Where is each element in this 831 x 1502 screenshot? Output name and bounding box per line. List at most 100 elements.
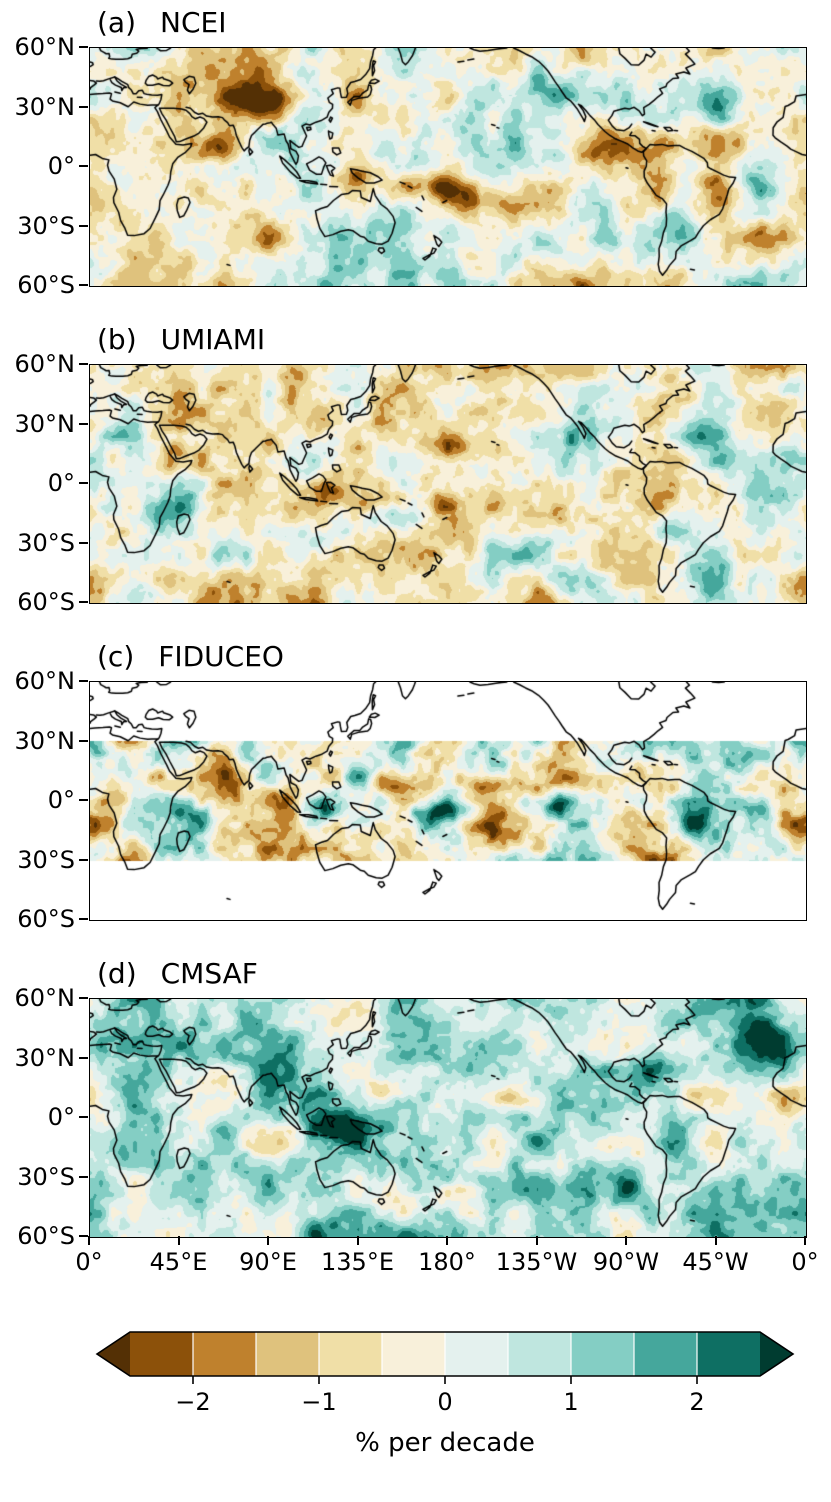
panel-a-map-area: 60°N 30°N 0° 30°S 60°S bbox=[15, 33, 807, 299]
panel-d-map bbox=[89, 998, 807, 1238]
panel-d-map-area: 60°N 30°N 0° 30°S 60°S bbox=[15, 984, 807, 1250]
panel-a-label: (a) bbox=[97, 6, 137, 39]
y-tick-mark bbox=[79, 680, 88, 682]
y-tick-label: 60°N bbox=[14, 350, 76, 378]
colorbar-label: % per decade bbox=[355, 1428, 535, 1458]
y-tick-label: 30°S bbox=[17, 1162, 75, 1191]
x-tick-label: 0° bbox=[75, 1248, 103, 1276]
y-tick-mark bbox=[79, 165, 88, 167]
panel-c-name: FIDUCEO bbox=[158, 640, 284, 673]
panel-a-title: (a) NCEI bbox=[97, 6, 831, 39]
colorbar-tick-label: 1 bbox=[563, 1388, 579, 1416]
y-tick-mark bbox=[79, 482, 88, 484]
panel-c-label: (c) bbox=[97, 640, 135, 673]
panel-b-title: (b) UMIAMI bbox=[97, 323, 831, 356]
panel-b-map bbox=[89, 364, 807, 604]
y-tick-label: 60°N bbox=[14, 667, 76, 695]
y-tick-mark bbox=[79, 363, 88, 365]
y-tick-mark bbox=[79, 1235, 88, 1237]
y-tick-label: 30°S bbox=[17, 845, 75, 874]
colorbar: % per decade −2 −1 0 1 2 bbox=[0, 1326, 831, 1486]
y-tick-mark bbox=[79, 739, 88, 742]
colorbar-cell bbox=[571, 1332, 634, 1376]
y-tick-label: 30°N bbox=[14, 726, 76, 755]
y-tick-mark bbox=[79, 224, 88, 227]
panel-a-name: NCEI bbox=[160, 6, 227, 39]
colorbar-bar bbox=[95, 1331, 795, 1384]
x-tick-mark bbox=[267, 1236, 269, 1245]
y-tick-mark bbox=[79, 284, 88, 286]
colorbar-tick-label: −2 bbox=[175, 1388, 211, 1416]
y-tick-mark bbox=[79, 799, 88, 801]
y-tick-mark bbox=[79, 997, 88, 999]
x-tick-label: 90°W bbox=[592, 1248, 660, 1276]
y-tick-mark bbox=[79, 1116, 88, 1118]
x-tick-label: 135°W bbox=[495, 1248, 578, 1276]
x-tick-label: 0° bbox=[791, 1248, 819, 1276]
colorbar-tick-label: 0 bbox=[437, 1388, 453, 1416]
panel-c-title: (c) FIDUCEO bbox=[97, 640, 831, 673]
colorbar-cell bbox=[193, 1332, 256, 1376]
panel-c-map-area: 60°N 30°N 0° 30°S 60°S bbox=[15, 667, 807, 933]
colorbar-cell bbox=[634, 1332, 697, 1376]
y-tick-mark bbox=[79, 422, 88, 425]
x-tick-mark bbox=[625, 1236, 627, 1245]
y-tick-label: 60°S bbox=[17, 905, 75, 933]
colorbar-cell bbox=[382, 1332, 445, 1376]
y-tick-mark bbox=[79, 105, 88, 108]
y-tick-label: 0° bbox=[47, 152, 75, 180]
x-tick-mark bbox=[714, 1236, 717, 1245]
colorbar-cell bbox=[445, 1332, 508, 1376]
colorbar-cell bbox=[697, 1332, 760, 1376]
y-tick-label: 60°S bbox=[17, 271, 75, 299]
y-tick-label: 0° bbox=[47, 786, 75, 814]
y-tick-label: 60°N bbox=[14, 984, 76, 1012]
x-tick-mark bbox=[535, 1236, 538, 1245]
y-tick-mark bbox=[79, 1056, 88, 1059]
x-tick-label: 45°W bbox=[682, 1248, 749, 1276]
y-tick-mark bbox=[79, 918, 88, 920]
x-tick-label: 180° bbox=[418, 1248, 476, 1276]
colorbar-right-arrow bbox=[760, 1332, 793, 1376]
panel-d-name: CMSAF bbox=[160, 957, 258, 990]
x-tick-label: 135°E bbox=[321, 1248, 394, 1276]
x-tick-mark bbox=[88, 1236, 90, 1245]
panel-d-title: (d) CMSAF bbox=[97, 957, 831, 990]
colorbar-tick-label: 2 bbox=[689, 1388, 705, 1416]
y-tick-label: 60°S bbox=[17, 588, 75, 616]
colorbar-cell bbox=[256, 1332, 319, 1376]
y-tick-label: 0° bbox=[47, 1103, 75, 1131]
panel-b: (b) UMIAMI 60°N 30°N 0° 30°S 60°S bbox=[0, 323, 831, 616]
x-tick-mark bbox=[356, 1236, 359, 1245]
y-tick-mark bbox=[79, 601, 88, 603]
panel-b-label: (b) bbox=[97, 323, 137, 356]
y-tick-label: 30°N bbox=[14, 409, 76, 438]
y-tick-label: 30°N bbox=[14, 92, 76, 121]
colorbar-tick-label: −1 bbox=[301, 1388, 337, 1416]
panel-c: (c) FIDUCEO 60°N 30°N 0° 30°S 60°S bbox=[0, 640, 831, 933]
y-tick-mark bbox=[79, 858, 88, 861]
panel-d-label: (d) bbox=[97, 957, 137, 990]
panel-a: (a) NCEI 60°N 30°N 0° 30°S 60°S bbox=[0, 6, 831, 299]
x-tick-mark bbox=[804, 1236, 806, 1245]
colorbar-cell bbox=[319, 1332, 382, 1376]
x-axis: 0° 45°E 90°E 135°E 180° 135°W 90°W 45°W 0° bbox=[75, 1236, 819, 1282]
panel-d: (d) CMSAF 60°N 30°N 0° 30°S 60°S bbox=[0, 957, 831, 1250]
x-tick-label: 90°E bbox=[239, 1248, 297, 1276]
y-tick-mark bbox=[79, 46, 88, 48]
x-tick-mark bbox=[177, 1236, 180, 1245]
colorbar-left-arrow bbox=[97, 1332, 130, 1376]
y-tick-label: 30°N bbox=[14, 1043, 76, 1072]
y-tick-label: 30°S bbox=[17, 528, 75, 557]
colorbar-cell bbox=[508, 1332, 571, 1376]
panel-c-map bbox=[89, 681, 807, 921]
colorbar-cell bbox=[130, 1332, 193, 1376]
y-tick-label: 30°S bbox=[17, 211, 75, 240]
colorbar-outline bbox=[95, 1331, 795, 1377]
y-tick-label: 60°N bbox=[14, 33, 76, 61]
y-tick-label: 0° bbox=[47, 469, 75, 497]
x-tick-label: 45°E bbox=[149, 1248, 208, 1276]
y-tick-mark bbox=[79, 541, 88, 544]
panel-b-map-area: 60°N 30°N 0° 30°S 60°S bbox=[15, 350, 807, 616]
